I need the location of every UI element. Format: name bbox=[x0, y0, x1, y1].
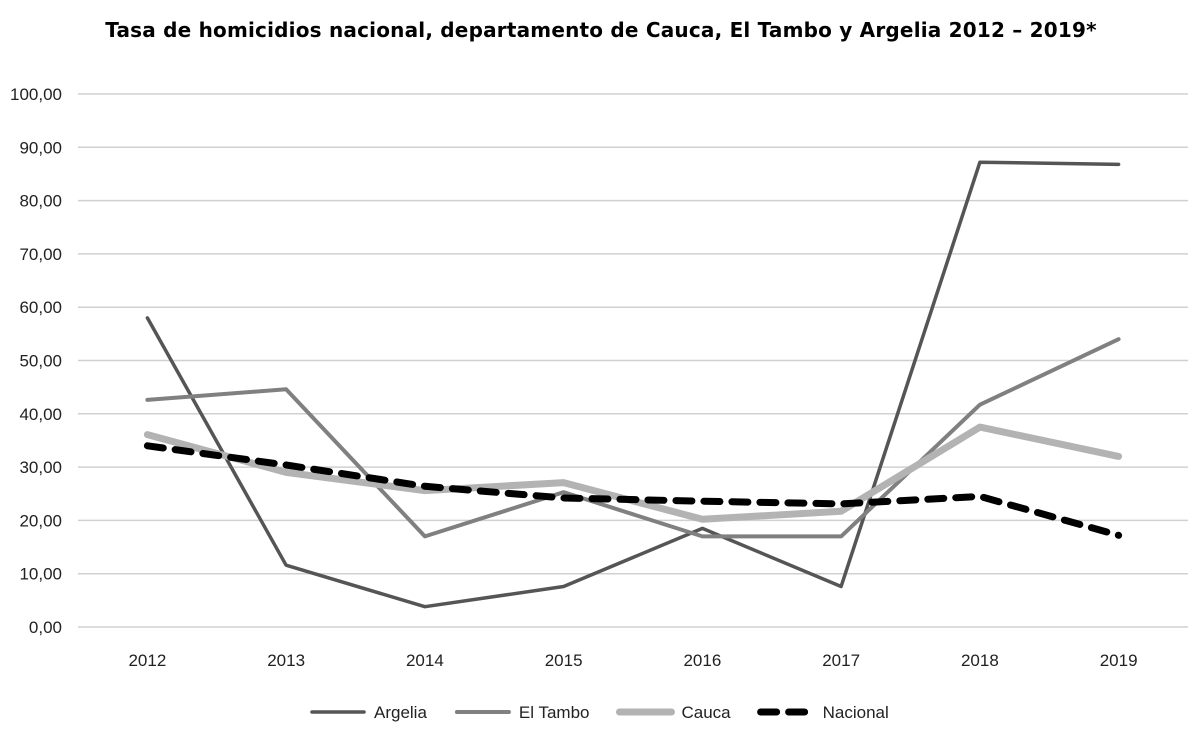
grid-layer bbox=[78, 93, 1188, 628]
x-tick-label: 2014 bbox=[406, 651, 444, 670]
chart-title: Tasa de homicidios nacional, departament… bbox=[105, 18, 1097, 42]
x-tick-label: 2012 bbox=[128, 651, 166, 670]
x-tick-label: 2013 bbox=[267, 651, 305, 670]
series-line-cauca bbox=[143, 423, 1123, 523]
y-tick-label: 20,00 bbox=[19, 511, 62, 530]
y-tick-label: 10,00 bbox=[19, 565, 62, 584]
series-layer bbox=[143, 160, 1123, 609]
y-tick-label: 80,00 bbox=[19, 192, 62, 211]
y-tick-label: 40,00 bbox=[19, 405, 62, 424]
y-tick-label: 0,00 bbox=[29, 618, 62, 637]
y-tick-label: 90,00 bbox=[19, 138, 62, 157]
y-tick-label: 100,00 bbox=[10, 85, 62, 104]
x-tick-label: 2016 bbox=[683, 651, 721, 670]
legend-label: Cauca bbox=[681, 703, 731, 722]
legend: Argelia El Tambo Cauca Nacional bbox=[310, 703, 889, 722]
x-tick-label: 2017 bbox=[822, 651, 860, 670]
series-line-el-tambo bbox=[145, 337, 1121, 539]
y-tick-label: 30,00 bbox=[19, 458, 62, 477]
y-axis-ticks: 0,00 10,00 20,00 30,00 40,00 50,00 60,00 70,00 8… bbox=[10, 85, 62, 637]
x-tick-label: 2019 bbox=[1100, 651, 1138, 670]
x-tick-label: 2018 bbox=[961, 651, 999, 670]
x-axis-ticks: 2012 2013 2014 2015 2016 2017 2018 2019 bbox=[128, 651, 1137, 670]
y-tick-label: 50,00 bbox=[19, 352, 62, 371]
y-tick-label: 70,00 bbox=[19, 245, 62, 264]
legend-label: Nacional bbox=[823, 703, 889, 722]
y-tick-label: 60,00 bbox=[19, 298, 62, 317]
series-line-nacional bbox=[143, 442, 1123, 539]
x-tick-label: 2015 bbox=[545, 651, 583, 670]
legend-label: El Tambo bbox=[519, 703, 590, 722]
series-line-argelia bbox=[145, 160, 1121, 609]
legend-label: Argelia bbox=[374, 703, 427, 722]
